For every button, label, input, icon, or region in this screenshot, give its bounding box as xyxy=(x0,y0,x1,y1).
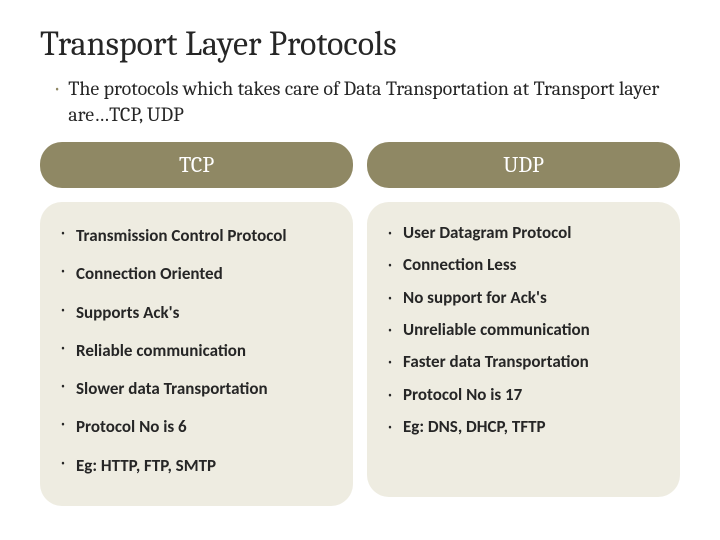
bullet-icon: • xyxy=(54,335,72,360)
bullet-icon: • xyxy=(381,382,399,407)
udp-box: •User Datagram Protocol •Connection Less… xyxy=(367,202,680,497)
bullet-icon: • xyxy=(54,411,72,436)
list-item: •Protocol No is 6 xyxy=(54,411,339,443)
list-item-text: Eg: DNS, DHCP, TFTP xyxy=(399,414,666,440)
bullet-icon: • xyxy=(381,252,399,277)
list-item-text: Slower data Transportation xyxy=(72,373,339,405)
list-item: •Supports Ack's xyxy=(54,297,339,329)
list-item-text: User Datagram Protocol xyxy=(399,220,666,246)
bullet-icon: • xyxy=(54,76,60,102)
list-item: •Reliable communication xyxy=(54,335,339,367)
list-item-text: No support for Ack's xyxy=(399,285,666,311)
list-item-text: Faster data Transportation xyxy=(399,349,666,375)
bullet-icon: • xyxy=(54,258,72,283)
list-item: •Transmission Control Protocol xyxy=(54,220,339,252)
udp-header: UDP xyxy=(367,142,680,188)
list-item-text: Connection Oriented xyxy=(72,258,339,290)
list-item: •Protocol No is 17 xyxy=(381,382,666,408)
list-item: •Unreliable communication xyxy=(381,317,666,343)
bullet-icon: • xyxy=(381,349,399,374)
tcp-list: •Transmission Control Protocol •Connecti… xyxy=(54,220,339,482)
udp-column: UDP •User Datagram Protocol •Connection … xyxy=(367,142,680,506)
bullet-icon: • xyxy=(381,317,399,342)
list-item-text: Transmission Control Protocol xyxy=(72,220,339,252)
list-item: •User Datagram Protocol xyxy=(381,220,666,246)
list-item-text: Protocol No is 6 xyxy=(72,411,339,443)
list-item: •No support for Ack's xyxy=(381,285,666,311)
tcp-header: TCP xyxy=(40,142,353,188)
udp-list: •User Datagram Protocol •Connection Less… xyxy=(381,220,666,440)
bullet-icon: • xyxy=(54,373,72,398)
tcp-box: •Transmission Control Protocol •Connecti… xyxy=(40,202,353,506)
slide-title: Transport Layer Protocols xyxy=(40,24,680,64)
list-item-text: Eg: HTTP, FTP, SMTP xyxy=(72,450,339,482)
comparison-columns: TCP •Transmission Control Protocol •Conn… xyxy=(40,142,680,506)
list-item-text: Unreliable communication xyxy=(399,317,666,343)
bullet-icon: • xyxy=(381,220,399,245)
list-item-text: Protocol No is 17 xyxy=(399,382,666,408)
list-item-text: Connection Less xyxy=(399,252,666,278)
intro: • The protocols which takes care of Data… xyxy=(40,76,680,128)
bullet-icon: • xyxy=(54,220,72,245)
tcp-column: TCP •Transmission Control Protocol •Conn… xyxy=(40,142,353,506)
bullet-icon: • xyxy=(54,450,72,475)
slide: Transport Layer Protocols • The protocol… xyxy=(0,0,720,540)
list-item: • Eg: DNS, DHCP, TFTP xyxy=(381,414,666,440)
list-item: •Connection Oriented xyxy=(54,258,339,290)
list-item: •Faster data Transportation xyxy=(381,349,666,375)
list-item: •Eg: HTTP, FTP, SMTP xyxy=(54,450,339,482)
list-item-text: Supports Ack's xyxy=(72,297,339,329)
bullet-icon: • xyxy=(381,414,399,439)
list-item: •Connection Less xyxy=(381,252,666,278)
intro-bullet: • The protocols which takes care of Data… xyxy=(54,76,680,128)
intro-text: The protocols which takes care of Data T… xyxy=(68,76,680,128)
bullet-icon: • xyxy=(381,285,399,310)
list-item-text: Reliable communication xyxy=(72,335,339,367)
list-item: •Slower data Transportation xyxy=(54,373,339,405)
bullet-icon: • xyxy=(54,297,72,322)
